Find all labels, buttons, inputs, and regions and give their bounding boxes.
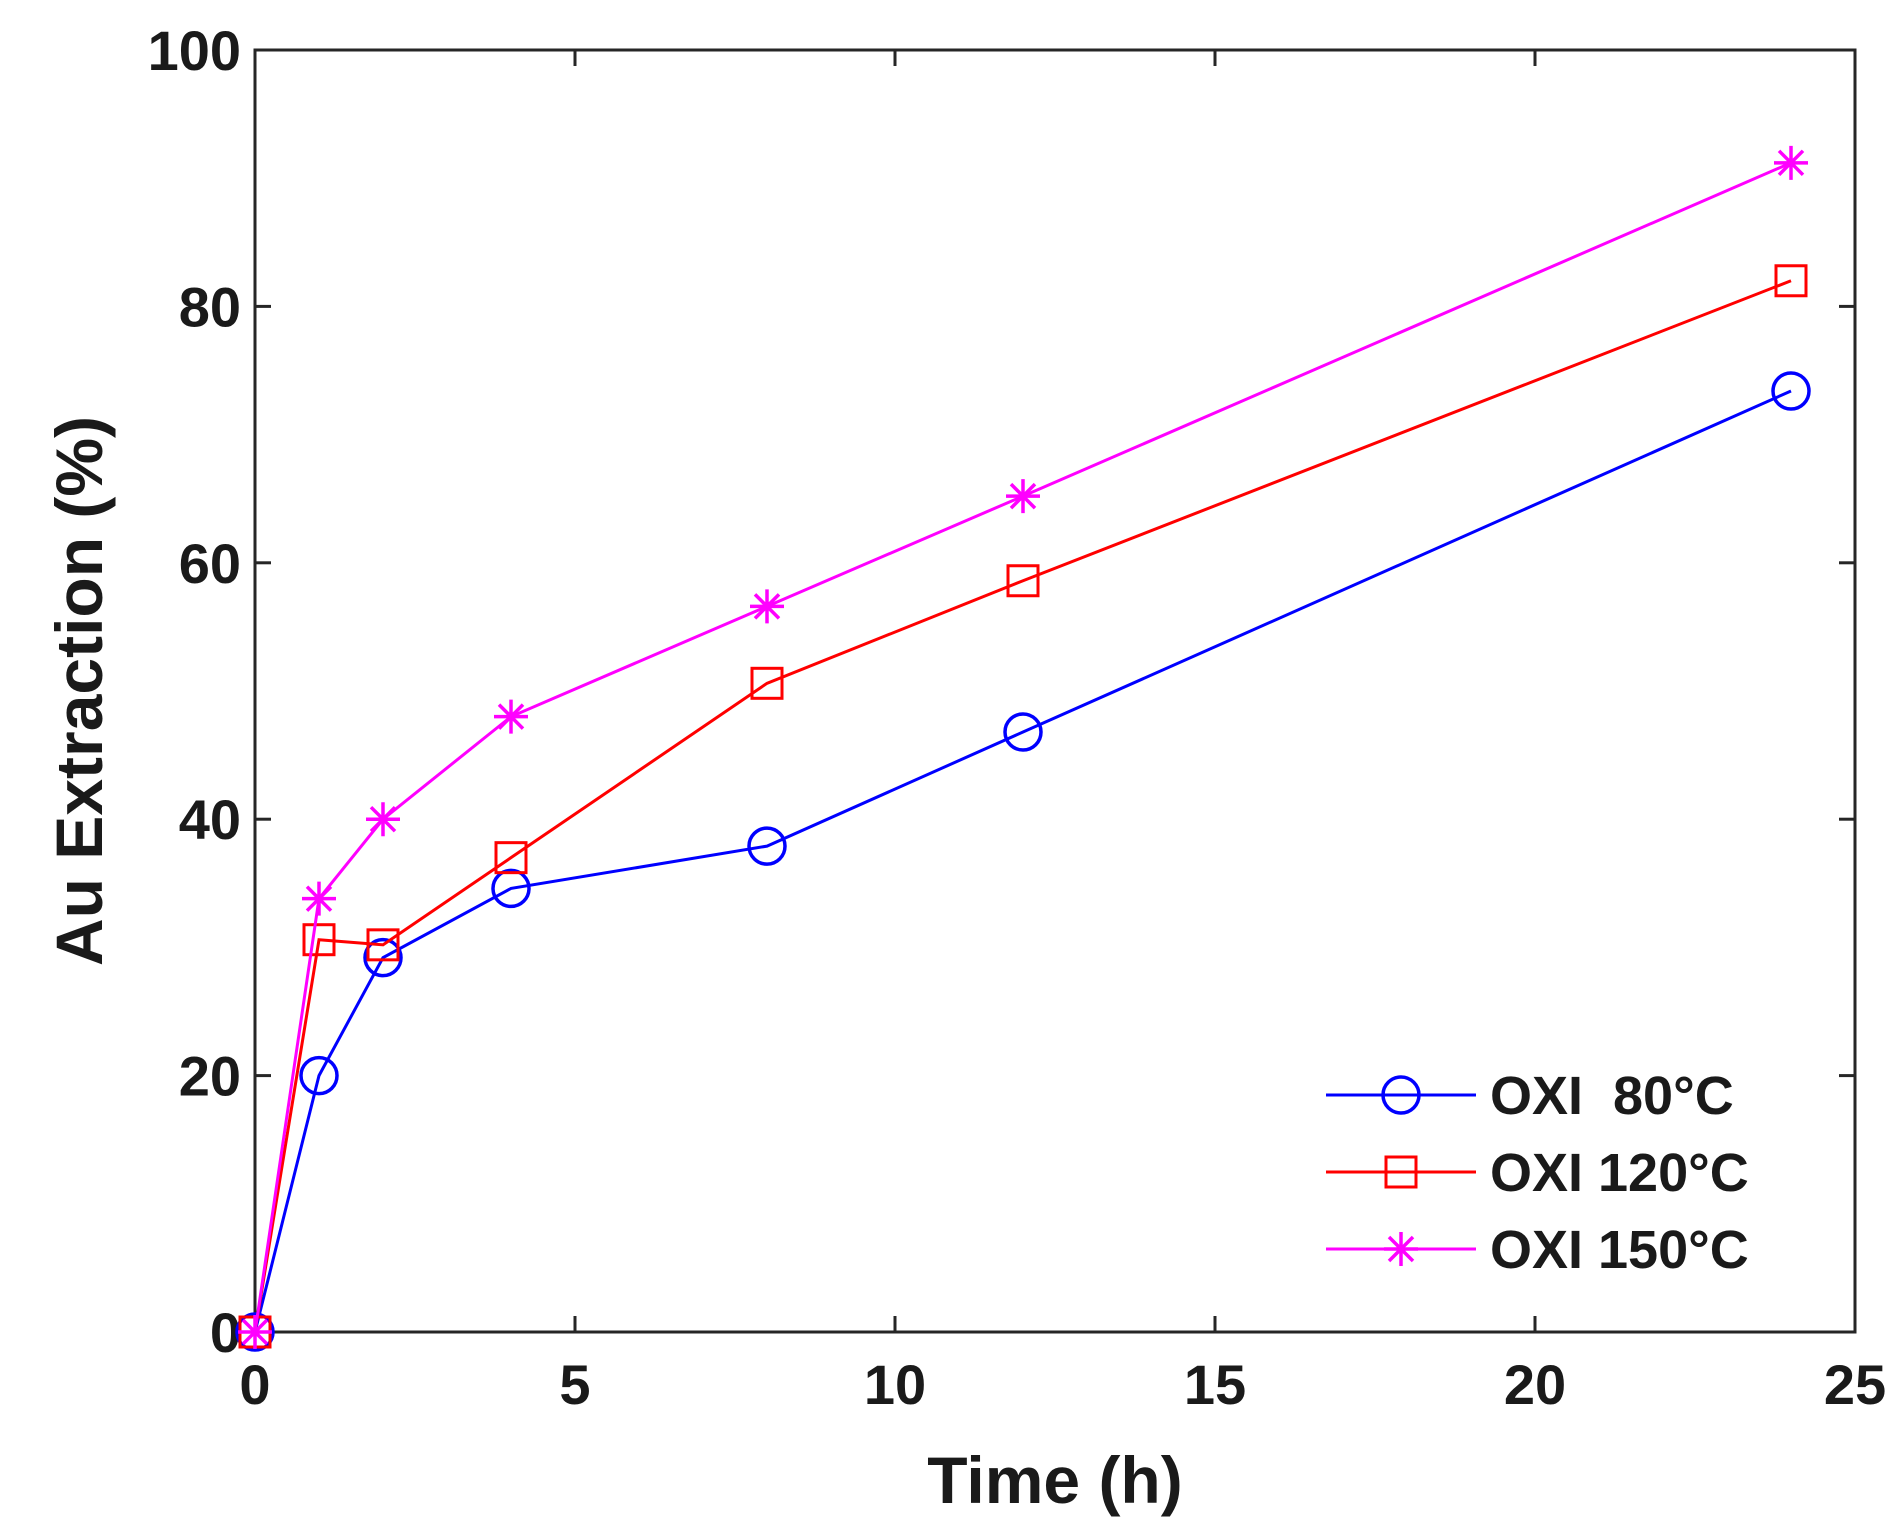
legend-marker [1384,1232,1418,1266]
data-point-marker [302,881,336,916]
data-point-marker [1006,564,1040,598]
data-point-marker [1006,479,1040,514]
data-point-marker [494,841,528,875]
legend-label: OXI 150°C [1490,1220,1749,1280]
data-point-marker [747,826,787,866]
y-tick-label: 80 [179,275,241,338]
data-point-marker [1774,145,1808,180]
x-tick-label: 25 [1824,1353,1886,1416]
data-point-marker [1003,712,1043,752]
x-tick-label: 15 [1184,1353,1246,1416]
legend-item-2: OXI 120°C [1326,1143,1749,1203]
legend-marker [1384,1155,1418,1189]
data-point-marker [750,589,784,624]
data-point-marker [1771,371,1811,411]
series-line [253,279,1792,1333]
series-1 [235,371,1811,1352]
legend-label: OXI 80°C [1490,1066,1734,1126]
legend-marker [1381,1075,1421,1115]
x-tick-label: 0 [239,1353,270,1416]
plot-frame [253,48,1857,1334]
legend-label: OXI 120°C [1490,1143,1749,1203]
data-point-marker [491,868,531,909]
legend: OXI 80°C OXI 120°C OXI 150°C [1326,1066,1749,1280]
data-point-marker [363,937,403,978]
data-point-marker [238,1315,272,1349]
x-tick-label: 5 [559,1353,590,1416]
legend-item-3: OXI 150°C [1326,1220,1749,1280]
data-point-marker [235,1312,275,1352]
y-axis-title: Au Extraction (%) [42,416,116,966]
x-tick-label: 10 [864,1353,926,1416]
x-axis-title: Time (h) [927,1443,1182,1517]
data-point-marker [1774,264,1808,298]
series-line [253,389,1792,1333]
y-tick-label: 60 [179,532,241,595]
y-tick-label: 40 [179,788,241,851]
series-3 [238,145,1808,1349]
legend-item-1: OXI 80°C [1326,1066,1734,1126]
data-point-marker [750,666,784,700]
x-tick-label: 20 [1504,1353,1566,1416]
y-tick-label: 20 [179,1045,241,1108]
data-point-marker [302,923,336,957]
data-point-marker [299,1055,339,1096]
y-tick-label: 100 [148,19,241,82]
data-point-marker [366,928,400,962]
data-point-marker [494,699,528,734]
series-layer [235,145,1811,1352]
data-point-marker [366,802,400,837]
